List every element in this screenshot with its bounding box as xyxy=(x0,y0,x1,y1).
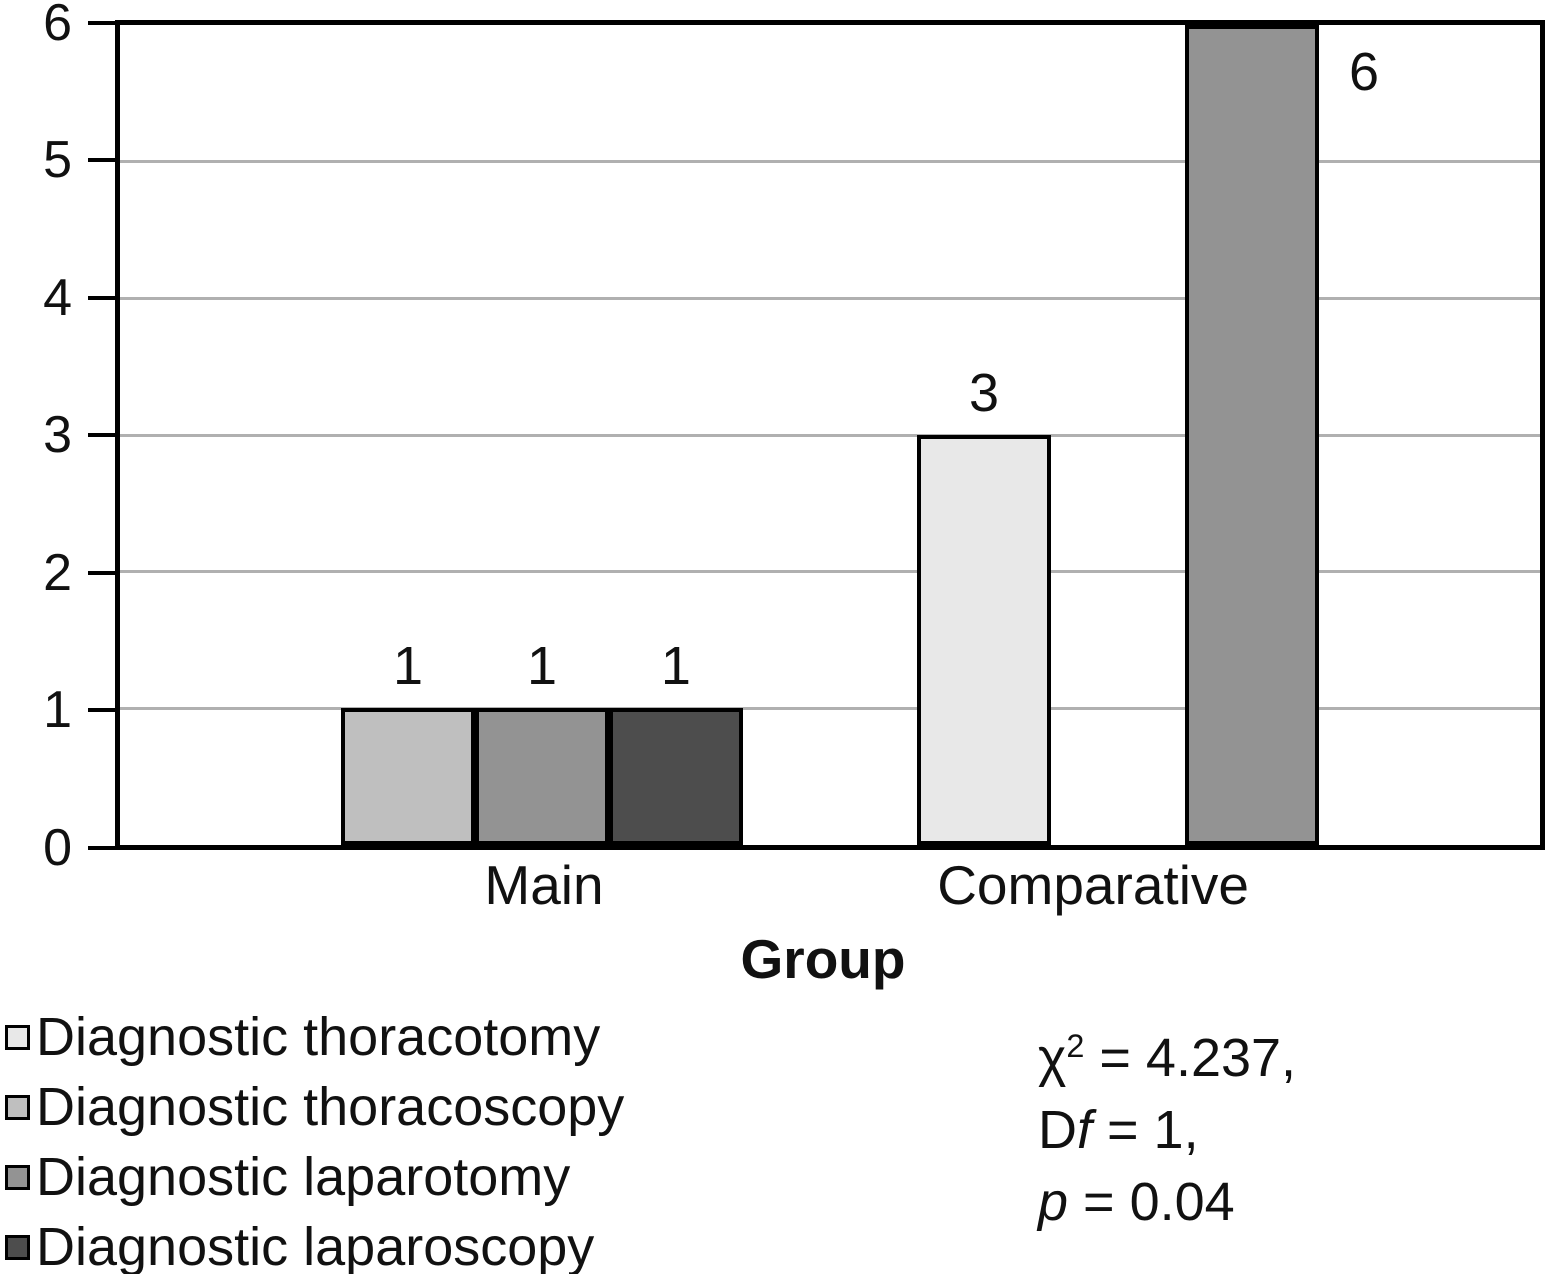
legend-swatch-icon xyxy=(5,1024,30,1050)
y-tick-mark xyxy=(88,845,115,850)
y-tick-mark xyxy=(88,570,115,575)
y-tick-mark xyxy=(88,158,115,162)
p-value-stat: p = 0.04 xyxy=(1038,1172,1235,1232)
legend-label: Diagnostic laparoscopy xyxy=(36,1217,595,1274)
y-tick-label: 0 xyxy=(43,818,72,877)
y-tick-label: 2 xyxy=(43,543,72,602)
degrees-of-freedom-stat: Df = 1, xyxy=(1038,1100,1199,1160)
x-tick-label-comparative: Comparative xyxy=(937,854,1250,916)
bar-diagnostic-laparoscopy-main xyxy=(608,708,743,845)
gridline xyxy=(120,296,1540,300)
legend-swatch-icon xyxy=(5,1164,30,1190)
y-tick-mark xyxy=(88,708,115,712)
chi-square-stat: χ2 = 4.237, xyxy=(1038,1028,1297,1088)
y-tick-label: 1 xyxy=(43,681,72,739)
x-tick-label-main: Main xyxy=(484,854,604,916)
bar-diagnostic-laparotomy-main xyxy=(475,708,609,845)
y-tick-label: 3 xyxy=(43,406,72,464)
gridline xyxy=(120,570,1540,574)
legend-label: Diagnostic laparotomy xyxy=(36,1147,571,1207)
legend-item: Diagnostic thoracoscopy xyxy=(5,1072,624,1142)
bar-diagnostic-thoracotomy-comparative xyxy=(917,435,1052,845)
legend: Diagnostic thoracotomy Diagnostic thoraco… xyxy=(5,1002,624,1274)
y-tick-label: 5 xyxy=(43,131,72,189)
bar-value-label: 3 xyxy=(969,363,1000,423)
legend-item: Diagnostic thoracotomy xyxy=(5,1002,624,1072)
stats-annotation: χ2 = 4.237, Df = 1, p = 0.04 xyxy=(1038,1022,1296,1238)
bar-value-label: 1 xyxy=(392,636,424,697)
y-tick-label: 4 xyxy=(43,268,72,327)
y-tick-mark xyxy=(88,433,115,437)
legend-swatch-icon xyxy=(5,1234,30,1260)
gridline xyxy=(120,160,1540,164)
bar-diagnostic-laparotomy-comparative xyxy=(1185,25,1319,845)
plot-area: 1 1 1 3 6 xyxy=(115,20,1545,850)
bar-value-label: 6 xyxy=(1348,42,1379,102)
legend-swatch-icon xyxy=(5,1094,30,1120)
gridline xyxy=(120,706,1540,710)
y-tick-mark xyxy=(88,295,115,300)
legend-label: Diagnostic thoracoscopy xyxy=(36,1077,625,1137)
y-tick-mark xyxy=(88,20,115,25)
bar-diagnostic-thoracoscopy-main xyxy=(341,708,475,845)
legend-item: Diagnostic laparoscopy xyxy=(5,1212,624,1274)
y-tick-label: 6 xyxy=(43,0,72,52)
bar-value-label: 1 xyxy=(526,636,557,697)
x-axis-title: Group xyxy=(740,928,906,990)
gridline xyxy=(120,433,1540,437)
legend-item: Diagnostic laparotomy xyxy=(5,1142,624,1212)
bar-value-label: 1 xyxy=(660,636,691,697)
legend-label: Diagnostic thoracotomy xyxy=(36,1007,601,1067)
